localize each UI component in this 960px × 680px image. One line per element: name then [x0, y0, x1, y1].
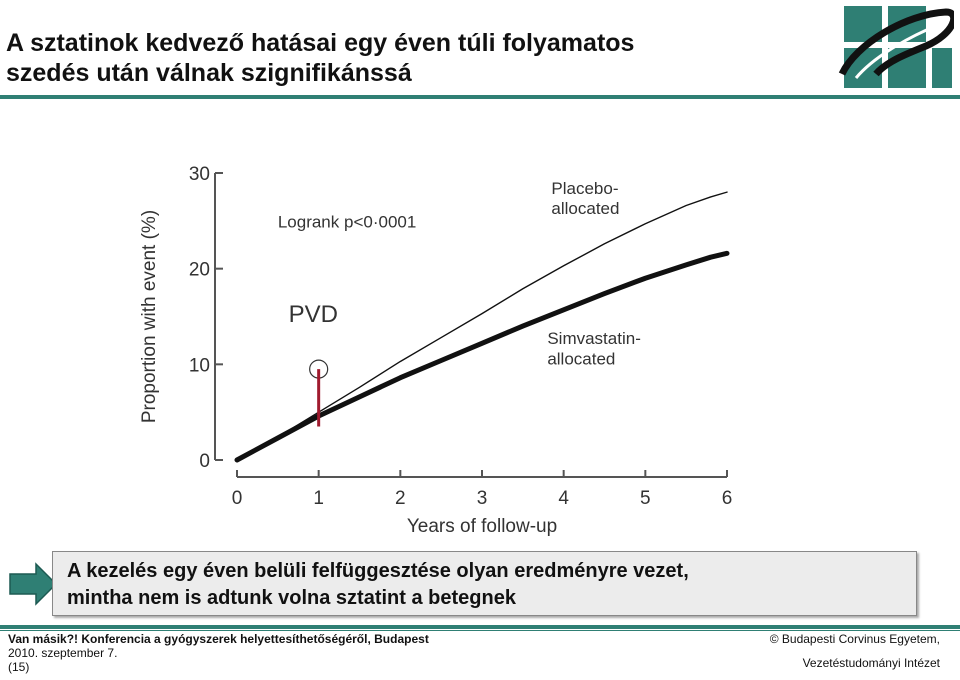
footer-divider	[0, 625, 960, 629]
x-tick-label: 5	[640, 488, 651, 509]
placebo-series-label-line2: allocated	[551, 199, 619, 218]
footer-page-number: (15)	[8, 660, 30, 674]
x-tick-label: 2	[395, 488, 406, 509]
y-tick-label: 0	[199, 451, 210, 472]
title-line-2: szedés után válnak szignifikánssá	[6, 59, 412, 87]
y-tick-label: 20	[189, 260, 210, 281]
arrow-right-icon	[9, 562, 58, 606]
x-tick-label: 1	[313, 488, 324, 509]
title-divider	[0, 95, 960, 99]
university-logo	[838, 6, 954, 88]
footer-date: 2010. szeptember 7.	[8, 646, 118, 660]
footer-institute: Vezetéstudományi Intézet	[802, 656, 940, 670]
footer-conference: Van másik?! Konferencia a gyógyszerek he…	[8, 632, 429, 646]
footer-divider-thin	[0, 630, 960, 631]
simvastatin-series-line	[234, 250, 730, 463]
callout-line-2: mintha nem is adtunk volna sztatint a be…	[67, 587, 516, 609]
placebo-series-label-line1: Placebo-	[551, 179, 618, 198]
footer-right: © Budapesti Corvinus Egyetem, Vezetéstud…	[770, 632, 940, 680]
pvd-label: PVD	[289, 301, 338, 328]
x-axis-label: Years of follow-up	[407, 516, 557, 537]
footer-left: Van másik?! Konferencia a gyógyszerek he…	[8, 632, 429, 674]
callout-line-1: A kezelés egy éven belüli felfüggesztése…	[67, 560, 689, 582]
event-proportion-chart: 0 10 20 30 0 1 2 3 4 5 6 Proportion with event (%…	[139, 164, 733, 537]
slide-title: A sztatinok kedvező hatásai egy éven túl…	[6, 28, 806, 88]
footer-copyright: © Budapesti Corvinus Egyetem,	[769, 632, 940, 646]
x-tick-label: 0	[232, 488, 243, 509]
x-tick-label: 6	[722, 488, 733, 509]
y-tick-label: 10	[189, 355, 210, 376]
title-line-1: A sztatinok kedvező hatásai egy éven túl…	[6, 29, 635, 57]
conclusion-callout: A kezelés egy éven belüli felfüggesztése…	[52, 551, 917, 616]
x-tick-label: 4	[558, 488, 569, 509]
x-tick-label: 3	[477, 488, 488, 509]
y-axis-label: Proportion with event (%)	[139, 210, 160, 423]
logrank-annotation: Logrank p<0·0001	[278, 213, 416, 232]
y-tick-label: 30	[189, 164, 210, 185]
placebo-series-line	[236, 191, 728, 461]
simvastatin-series-label-line2: allocated	[547, 349, 615, 368]
simvastatin-series-label-line1: Simvastatin-	[547, 329, 641, 348]
